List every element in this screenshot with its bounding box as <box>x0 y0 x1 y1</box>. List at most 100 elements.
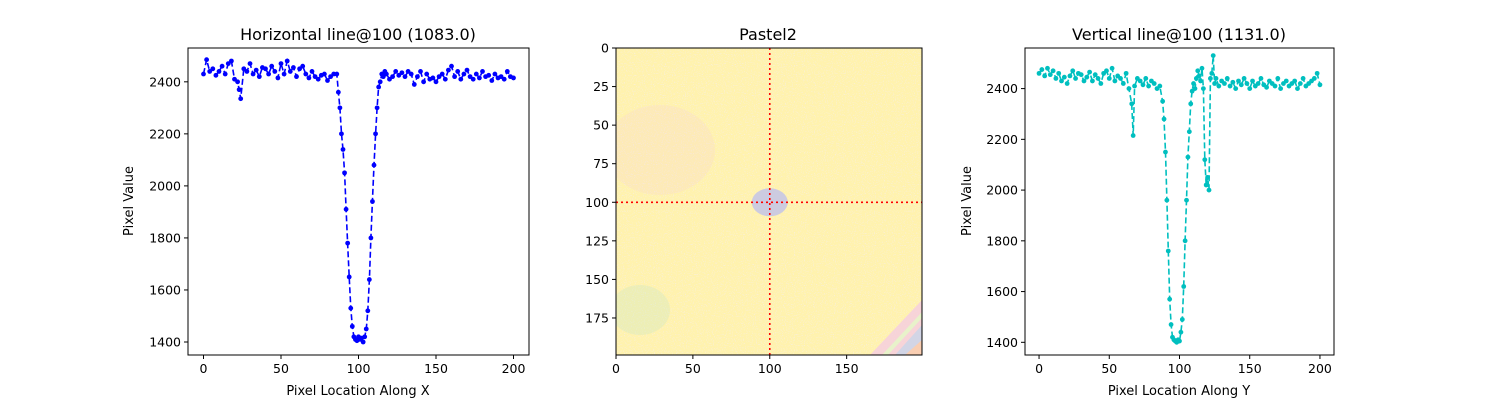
data-point <box>238 96 244 102</box>
data-point <box>1230 79 1236 85</box>
data-point <box>376 84 382 90</box>
x-tick-label: 100 <box>758 361 782 376</box>
data-point <box>1224 76 1230 81</box>
data-point <box>1084 74 1090 80</box>
data-point <box>1137 78 1143 84</box>
vertical-profile-chart: Vertical line@100 (1131.0) 0 50 100 150 200 … <box>960 25 1335 399</box>
y-tick-label: 25 <box>593 79 609 94</box>
data-point <box>1275 76 1281 81</box>
data-point <box>1056 70 1062 76</box>
data-point <box>210 66 216 72</box>
data-point <box>1130 133 1136 138</box>
x-tick-label: 0 <box>200 361 208 376</box>
x-axis: 0 50 100 150 200 <box>1035 355 1332 376</box>
data-point <box>204 57 210 63</box>
data-point <box>1236 78 1241 84</box>
data-point <box>1050 68 1056 74</box>
data-point <box>303 71 309 77</box>
data-point <box>1216 83 1222 89</box>
x-tick-label: 0 <box>612 361 620 376</box>
data-point <box>1233 86 1239 91</box>
data-point <box>1157 83 1163 89</box>
data-point <box>360 339 366 345</box>
data-point <box>1045 65 1050 71</box>
x-axis: 0 50 100 150 200 <box>200 355 525 376</box>
data-point <box>390 74 395 80</box>
center-marker <box>751 188 788 217</box>
data-point <box>1160 98 1166 104</box>
data-point <box>377 79 383 85</box>
horizontal-profile-chart: Horizontal line@100 (1083.0) 0 50 100 150 20… <box>122 25 530 399</box>
data-point <box>1210 53 1216 59</box>
data-point <box>511 75 516 81</box>
data-point <box>1227 83 1233 89</box>
data-point <box>1036 70 1042 76</box>
data-point <box>1039 67 1045 72</box>
data-point <box>449 63 454 69</box>
x-tick-label: 50 <box>273 361 289 376</box>
data-point <box>1053 76 1059 81</box>
y-tick-label: 1800 <box>986 233 1018 248</box>
y-tick-label: 1400 <box>149 334 181 349</box>
data-point <box>501 76 507 82</box>
data-point <box>1109 65 1115 71</box>
image-pink-region <box>616 105 715 195</box>
data-point <box>1202 157 1208 163</box>
data-point <box>201 71 206 77</box>
data-point <box>219 63 225 69</box>
data-point <box>1112 78 1118 84</box>
data-point <box>349 323 355 329</box>
data-point <box>418 69 423 74</box>
data-point <box>1195 68 1201 74</box>
data-point <box>291 65 296 70</box>
data-point <box>439 71 445 77</box>
data-point <box>1203 182 1209 188</box>
x-tick-label: 200 <box>1308 361 1332 376</box>
data-point <box>1264 84 1269 90</box>
data-point <box>1073 76 1078 81</box>
data-point <box>1196 73 1202 79</box>
data-point <box>1186 129 1192 135</box>
data-point <box>1078 72 1084 78</box>
data-point <box>1241 76 1247 81</box>
series-profile <box>201 57 516 345</box>
data-point <box>1059 78 1064 84</box>
data-point <box>1168 322 1174 327</box>
data-point <box>368 235 374 241</box>
data-point <box>393 69 399 74</box>
data-point <box>345 240 351 246</box>
data-point <box>480 69 485 74</box>
data-point <box>1132 83 1137 89</box>
y-tick-label: 75 <box>593 156 609 171</box>
data-point <box>1151 81 1157 86</box>
x-tick-label: 0 <box>1035 361 1043 376</box>
data-point <box>421 79 426 85</box>
data-point <box>1222 81 1227 86</box>
data-point <box>266 71 271 77</box>
data-point <box>464 67 470 73</box>
data-point <box>236 87 242 93</box>
data-point <box>486 72 492 78</box>
y-tick-label: 175 <box>585 310 609 325</box>
data-point <box>1212 81 1218 86</box>
data-point <box>1178 329 1184 335</box>
data-point <box>455 69 461 74</box>
data-point <box>216 69 222 74</box>
data-point <box>1061 74 1067 80</box>
data-point <box>477 75 482 81</box>
data-point <box>1177 338 1182 344</box>
y-tick-label: 1800 <box>149 230 181 245</box>
data-point <box>1255 81 1261 86</box>
data-point <box>402 74 408 80</box>
data-point <box>1095 76 1101 81</box>
data-point <box>335 89 341 95</box>
x-axis-label: Pixel Location Along Y <box>1108 384 1250 399</box>
data-point <box>247 61 253 67</box>
data-point <box>1104 68 1109 74</box>
chart-title: Vertical line@100 (1131.0) <box>1072 25 1286 44</box>
data-point <box>1283 78 1289 84</box>
data-point <box>222 71 228 77</box>
data-point <box>337 105 343 111</box>
data-point <box>452 74 457 80</box>
data-point <box>363 326 369 332</box>
